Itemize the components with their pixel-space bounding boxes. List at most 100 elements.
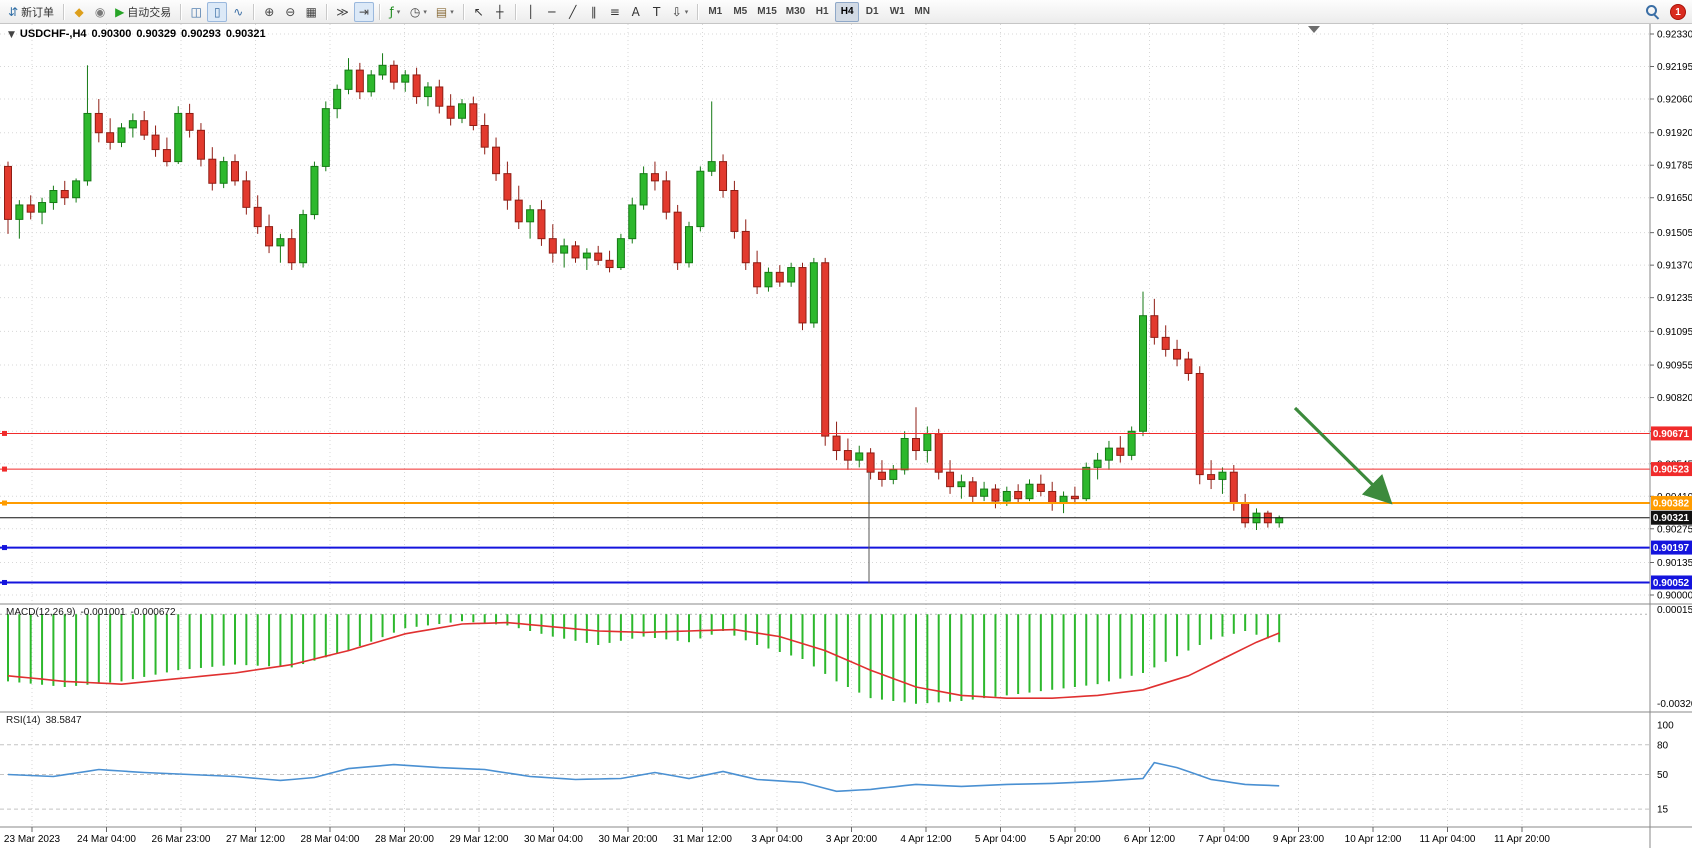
crosshair-button[interactable]: ┼: [490, 2, 510, 22]
symbol-name: USDCHF-,H4: [19, 28, 87, 40]
bar-open-value: 0.90300: [91, 28, 132, 40]
svg-text:5 Apr 20:00: 5 Apr 20:00: [1049, 834, 1101, 845]
svg-text:31 Mar 12:00: 31 Mar 12:00: [673, 834, 732, 845]
trendline-button[interactable]: ╱: [563, 2, 583, 22]
autotrading-button[interactable]: ▶ 自动交易: [111, 2, 175, 22]
notification-badge[interactable]: 1: [1670, 4, 1686, 20]
magnifier-icon: [1646, 5, 1658, 17]
timeframe-h1-button[interactable]: H1: [810, 2, 834, 22]
horizontal-line-button[interactable]: ─: [542, 2, 562, 22]
new-order-button[interactable]: ⇵ 新订单: [4, 2, 58, 22]
svg-text:30 Mar 20:00: 30 Mar 20:00: [599, 834, 658, 845]
tile-windows-button[interactable]: ▦: [301, 2, 321, 22]
dropdown-caret-icon: ▾: [423, 7, 427, 16]
svg-text:11 Apr 04:00: 11 Apr 04:00: [1420, 834, 1476, 845]
candlestick-chart-button[interactable]: ▯: [207, 1, 228, 22]
zoom-in-button[interactable]: ⊕: [259, 2, 279, 22]
timeframe-m5-button[interactable]: M5: [728, 2, 752, 22]
timeframe-d1-button[interactable]: D1: [860, 2, 884, 22]
time-axis[interactable]: 23 Mar 2023 24 Mar 04:00 26 Mar 23:00 27 Ma…: [4, 827, 1550, 845]
indicators-button[interactable]: ƒ ▾: [385, 2, 405, 22]
timeframe-m1-button-label: M1: [708, 6, 723, 17]
svg-text:6 Apr 12:00: 6 Apr 12:00: [1124, 834, 1176, 845]
hline-objects-layer: [0, 430, 1650, 585]
text-button[interactable]: A: [626, 2, 646, 22]
arrows-button[interactable]: ⇩ ▾: [668, 2, 693, 22]
line-handle[interactable]: [2, 579, 7, 585]
line-handle[interactable]: [2, 500, 7, 506]
trend-arrow-annotation[interactable]: [1293, 406, 1393, 505]
vertical-line-icon: │: [527, 4, 535, 19]
toolbar-right-group: 1: [1644, 3, 1686, 21]
timeframe-m5-button-label: M5: [733, 6, 748, 17]
svg-text:0.90321: 0.90321: [1653, 513, 1690, 524]
zoom-out-button[interactable]: ⊖: [280, 2, 300, 22]
svg-text:0.90197: 0.90197: [1653, 543, 1690, 554]
svg-text:0.91920: 0.91920: [1657, 128, 1692, 139]
timeframe-h4-button[interactable]: H4: [835, 1, 860, 22]
price-axis[interactable]: 0.92330 0.92195 0.92060 0.91920 0.91785 0.916…: [1650, 30, 1692, 816]
metaeditor-button[interactable]: ◆: [69, 2, 89, 22]
timeframe-h1-button-label: H1: [815, 6, 829, 17]
channel-button[interactable]: ∥: [584, 2, 604, 22]
svg-text:23 Mar 2023: 23 Mar 2023: [4, 834, 61, 845]
one-click-trading-icon[interactable]: ▼: [8, 30, 15, 40]
timeframe-m30-button[interactable]: M30: [782, 2, 809, 22]
arrows-icon: ⇩: [671, 4, 682, 19]
svg-text:0.90382: 0.90382: [1653, 499, 1690, 510]
bar-low-value: 0.90293: [181, 28, 221, 40]
market-button[interactable]: ◉: [90, 2, 110, 22]
bar-chart-icon: ◫: [190, 4, 202, 19]
line-handle[interactable]: [2, 430, 7, 436]
svg-text:0.90000: 0.90000: [1657, 591, 1692, 602]
auto-scroll-button[interactable]: ≫: [332, 2, 353, 22]
vertical-line-button[interactable]: │: [521, 2, 541, 22]
svg-text:0.90052: 0.90052: [1653, 578, 1690, 589]
new-order-icon: ⇵: [8, 4, 19, 19]
chart-title-bar: ▼ USDCHF-,H4 0.90300 0.90329 0.90293 0.90321: [8, 28, 271, 40]
price-tags: 0.90671 0.90523 0.90382 0.90197 0.90052 0.903…: [1651, 426, 1692, 590]
autotrading-button-label: 自动交易: [127, 6, 172, 19]
bar-chart-button[interactable]: ◫: [186, 2, 206, 22]
cursor-icon: ↖: [473, 4, 484, 19]
timeframe-m30-button-label: M30: [785, 6, 806, 17]
toolbar-separator: [697, 3, 699, 20]
svg-text:0.92195: 0.92195: [1657, 62, 1692, 73]
svg-text:0.91235: 0.91235: [1657, 293, 1692, 304]
timeframe-m15-button[interactable]: M15: [753, 2, 780, 22]
channel-icon: ∥: [590, 4, 597, 19]
line-handle[interactable]: [2, 545, 7, 551]
timeframe-m1-button[interactable]: M1: [703, 2, 727, 22]
svg-text:7 Apr 04:00: 7 Apr 04:00: [1198, 834, 1250, 845]
line-chart-button[interactable]: ∿: [228, 2, 248, 22]
fibonacci-icon: ≡: [609, 4, 620, 19]
toolbar-separator: [63, 3, 65, 20]
timeframe-w1-button[interactable]: W1: [885, 2, 909, 22]
fibonacci-button[interactable]: ≡: [605, 2, 625, 22]
text-label-button[interactable]: T: [647, 2, 667, 22]
macd-indicator-label: MACD(12,26,9) -0.001001 -0.000672: [6, 607, 181, 618]
line-handle[interactable]: [2, 466, 7, 472]
cursor-button[interactable]: ↖: [469, 2, 489, 22]
timeframe-mn-button[interactable]: MN: [910, 2, 934, 22]
svg-text:26 Mar 23:00: 26 Mar 23:00: [152, 834, 211, 845]
chart-shift-button[interactable]: ⇥: [353, 1, 374, 22]
chart-shift-marker[interactable]: [1308, 26, 1320, 33]
rsi-line: [7, 761, 1280, 793]
rsi-axis-label: 80: [1657, 740, 1669, 751]
macd-name: MACD(12,26,9): [6, 607, 76, 618]
svg-text:24 Mar 04:00: 24 Mar 04:00: [77, 834, 136, 845]
svg-text:0.91095: 0.91095: [1657, 327, 1692, 338]
rsi-axis-label: 15: [1657, 805, 1669, 816]
svg-text:11 Apr 20:00: 11 Apr 20:00: [1494, 834, 1550, 845]
templates-button[interactable]: ▤ ▾: [432, 2, 458, 22]
metaeditor-icon: ◆: [74, 4, 84, 19]
periods-button[interactable]: ◷ ▾: [406, 2, 431, 22]
search-button[interactable]: [1644, 3, 1662, 21]
timeframe-h4-button-label: H4: [840, 6, 854, 17]
zoom-out-icon: ⊖: [285, 4, 296, 19]
rsi-name: RSI(14): [6, 715, 41, 726]
toolbar-separator: [378, 3, 380, 20]
timeframe-d1-button-label: D1: [865, 6, 879, 17]
